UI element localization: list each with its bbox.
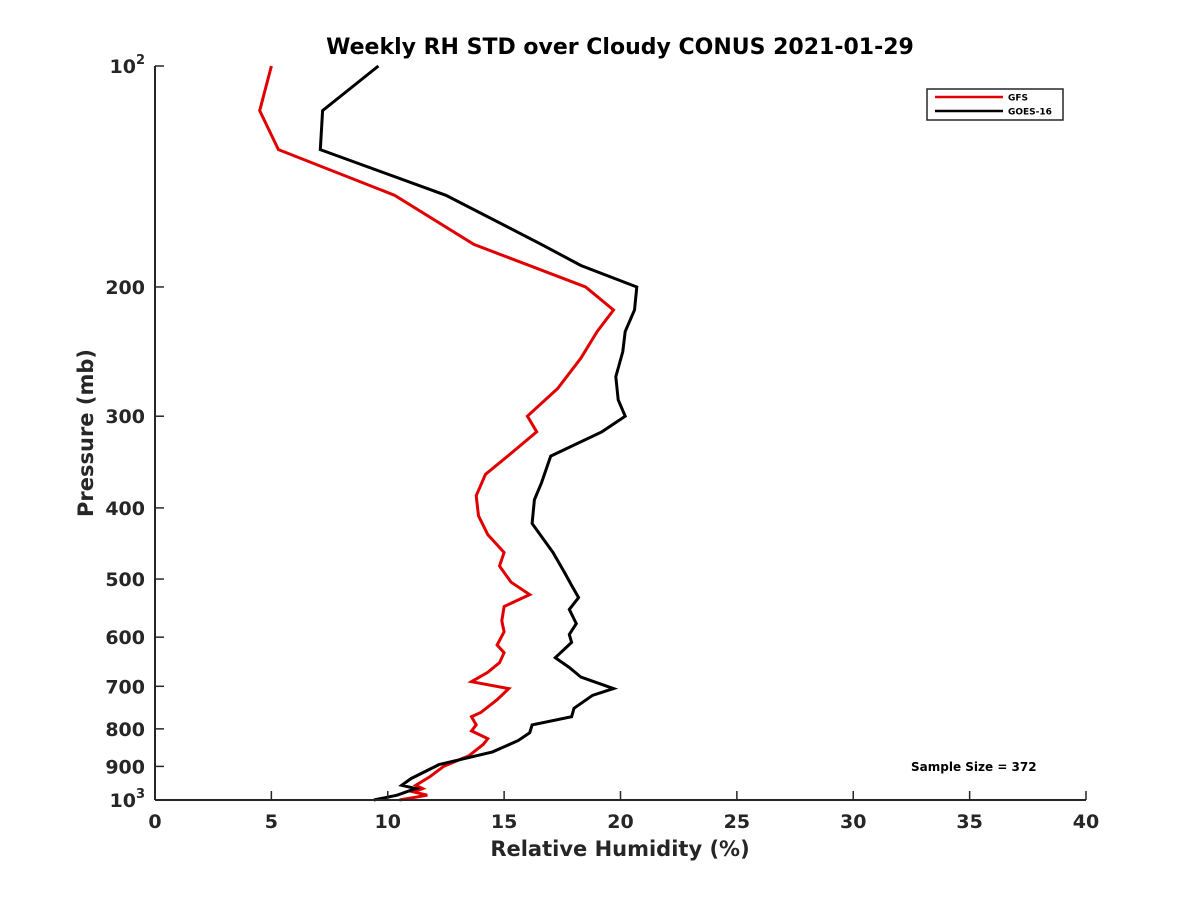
y-tick-label: 200 [105, 277, 145, 299]
y-ticks: 102 200 300 400 500 600 700 800 900 103 [105, 53, 164, 812]
x-tick-label: 40 [1073, 811, 1099, 833]
y-tick-label: 500 [105, 569, 145, 591]
x-axis-label: Relative Humidity (%) [490, 837, 749, 861]
y-tick-label: 400 [105, 498, 145, 520]
y-tick-label: 700 [105, 676, 145, 698]
y-tick-label: 102 [110, 53, 146, 78]
series-line-gfs [258, 65, 616, 802]
x-tick-label: 5 [265, 811, 278, 833]
y-tick-label: 800 [105, 719, 145, 741]
y-axis-label: Pressure (mb) [74, 349, 98, 517]
legend-gfs-label: GFS [1008, 94, 1028, 104]
y-tick-label: 300 [105, 406, 145, 428]
x-tick-label: 30 [840, 811, 866, 833]
x-tick-label: 20 [607, 811, 633, 833]
x-tick-label: 10 [375, 811, 401, 833]
plot-lines [258, 64, 639, 802]
y-tick-label: 900 [105, 756, 145, 778]
x-ticks: 0 5 10 15 20 25 30 35 40 [148, 791, 1099, 833]
x-tick-label: 35 [956, 811, 982, 833]
x-tick-label: 25 [724, 811, 750, 833]
chart-title: Weekly RH STD over Cloudy CONUS 2021-01-… [326, 35, 914, 60]
x-tick-label: 0 [148, 811, 161, 833]
legend: GFS GOES-16 [926, 88, 1064, 121]
y-tick-label: 600 [105, 627, 145, 649]
series-line-goes16 [318, 64, 639, 802]
sample-size-annotation: Sample Size = 372 [911, 760, 1037, 774]
x-tick-label: 15 [491, 811, 517, 833]
y-tick-label: 103 [110, 787, 146, 812]
legend-box [926, 88, 1064, 121]
legend-goes16-label: GOES-16 [1008, 108, 1052, 118]
